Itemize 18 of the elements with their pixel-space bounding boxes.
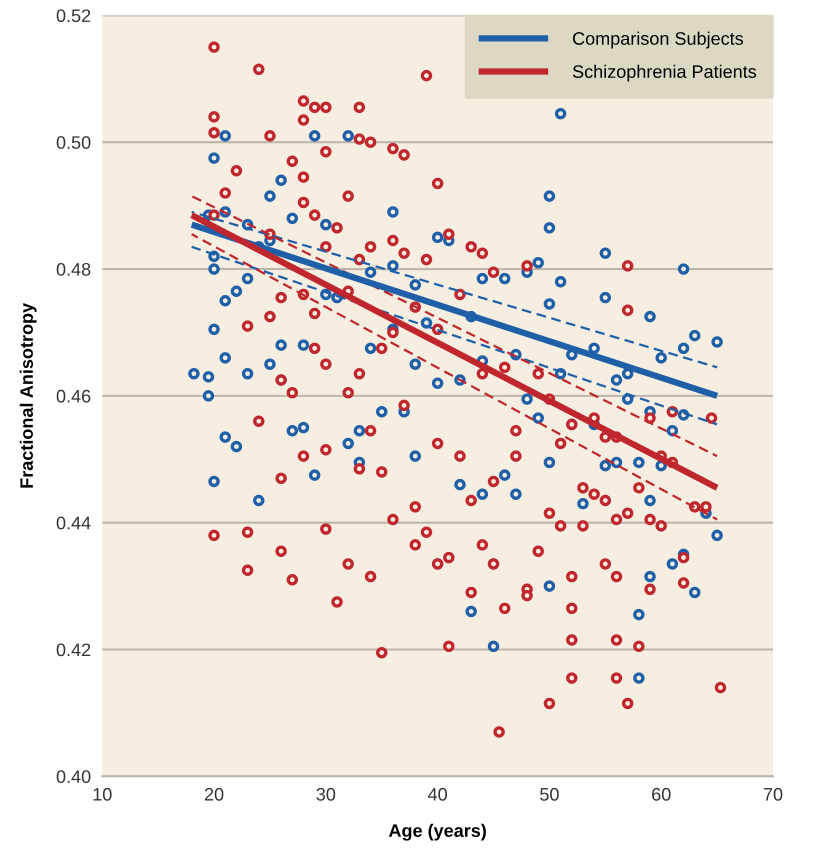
y-tick-label: 0.44 [56, 516, 91, 530]
x-tick-label: 30 [316, 788, 336, 801]
x-axis-title: Age (years) [388, 824, 486, 841]
x-tick-label: 20 [204, 788, 224, 801]
legend-label: Comparison Subjects [573, 32, 744, 48]
y-tick-label: 0.46 [56, 390, 90, 403]
y-tick-label: 0.50 [56, 136, 90, 149]
legend-label: Schizophrenia Patients [572, 64, 756, 82]
x-tick-label: 60 [652, 788, 671, 801]
x-tick-label: 10 [94, 788, 112, 801]
y-tick-label: 0.48 [56, 262, 90, 276]
y-tick-label: 0.40 [56, 770, 90, 784]
y-tick-label: 0.52 [56, 9, 90, 22]
x-tick-label: 40 [428, 788, 447, 801]
y-tick-label: 0.42 [56, 643, 90, 656]
x-tick-label: 50 [540, 788, 559, 801]
y-axis-title: Fractional Anisotropy [20, 302, 37, 488]
x-tick-label: 70 [764, 788, 782, 801]
